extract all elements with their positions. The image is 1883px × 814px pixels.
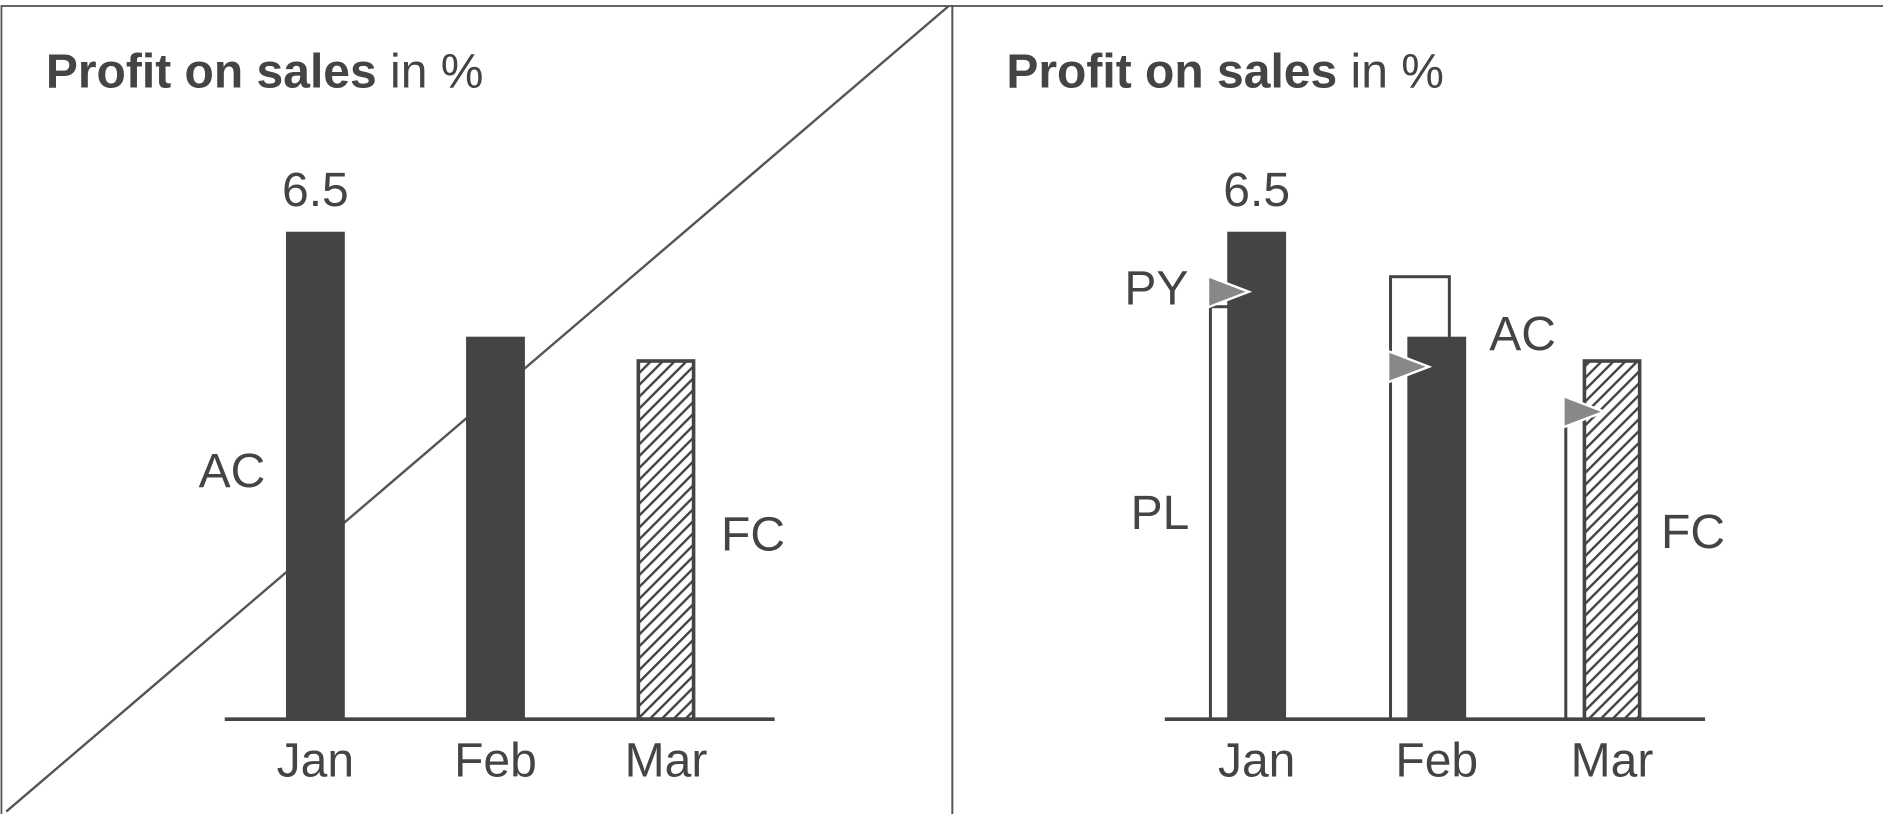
data-label: 6.5 xyxy=(1223,164,1290,217)
series-label: FC xyxy=(721,509,785,562)
actual-bar xyxy=(1407,336,1467,720)
x-tick-label: Jan xyxy=(1218,734,1295,787)
series-label: PL xyxy=(1131,487,1190,540)
chart-title: Profit on sales in % xyxy=(1006,45,1444,98)
x-tick-label: Mar xyxy=(1571,734,1654,787)
forecast-bar xyxy=(1582,359,1642,721)
title-unit: in % xyxy=(390,45,483,98)
series-label: PY xyxy=(1124,262,1188,315)
forecast-bar xyxy=(636,359,696,721)
previous-year-marker xyxy=(1386,349,1433,385)
title-unit: in % xyxy=(1351,45,1444,98)
chart-title: Profit on sales in % xyxy=(46,45,484,98)
data-label: 6.5 xyxy=(282,164,349,217)
previous-year-marker xyxy=(1562,394,1608,430)
previous-year-marker xyxy=(1206,274,1253,310)
actual-bar xyxy=(1227,231,1287,720)
x-tick-label: Mar xyxy=(625,734,708,787)
x-tick-label: Feb xyxy=(454,734,537,787)
x-tick-label: Feb xyxy=(1395,734,1478,787)
actual-bar xyxy=(466,336,525,720)
title-bold: Profit on sales xyxy=(46,45,377,98)
actual-bar xyxy=(285,231,345,720)
series-label: AC xyxy=(1489,308,1556,361)
title-bold: Profit on sales xyxy=(1006,45,1337,98)
x-tick-label: Jan xyxy=(277,734,354,787)
panel-frame xyxy=(951,5,1883,814)
series-label: AC xyxy=(199,445,266,498)
series-label: FC xyxy=(1661,506,1725,559)
